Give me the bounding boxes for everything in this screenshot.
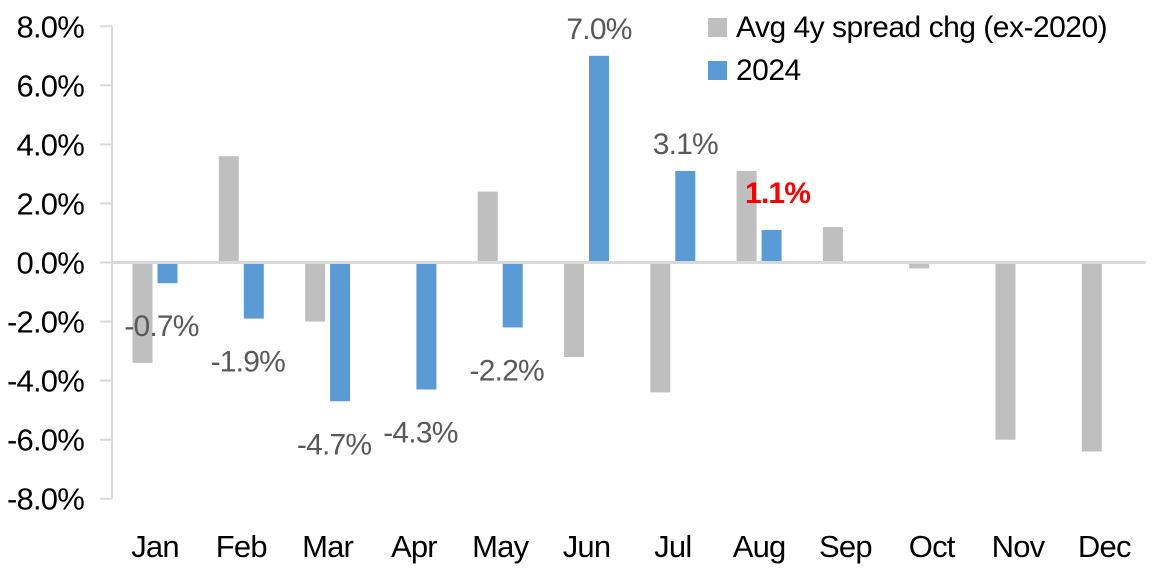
y-axis-label: -2.0% [7, 305, 84, 340]
bar-avg-dec [1081, 262, 1102, 452]
y-axis-label: 2.0% [17, 186, 85, 221]
x-axis-label-may: May [472, 529, 529, 564]
bar-2024-feb [243, 262, 264, 319]
x-axis-label-sep: Sep [819, 529, 872, 564]
bar-2024-aug [761, 230, 782, 263]
x-axis-label-aug: Aug [733, 529, 786, 564]
bar-avg-sep [822, 227, 843, 263]
x-axis-label-feb: Feb [216, 529, 267, 564]
data-label-may: -2.2% [470, 354, 544, 387]
data-label-mar: -4.7% [297, 428, 371, 461]
bar-2024-jul [675, 170, 696, 263]
legend-label-avg-spread: Avg 4y spread chg (ex-2020) [736, 10, 1108, 44]
legend: Avg 4y spread chg (ex-2020) 2024 [708, 8, 1108, 90]
bar-avg-aug [736, 170, 757, 263]
x-axis-label-apr: Apr [391, 529, 437, 564]
legend-swatch-gray [708, 18, 727, 37]
data-label-jun: 7.0% [566, 13, 631, 46]
bar-avg-mar [305, 262, 326, 322]
bar-avg-may [477, 191, 498, 263]
x-axis-label-jan: Jan [131, 529, 179, 564]
x-axis-label-oct: Oct [909, 529, 956, 564]
y-axis-label: -4.0% [7, 364, 84, 399]
data-label-jul: 3.1% [653, 128, 718, 161]
x-axis-label-nov: Nov [992, 529, 1046, 564]
bar-avg-jul [650, 262, 671, 393]
bar-2024-jan [157, 262, 178, 284]
legend-item-2024: 2024 [708, 51, 1107, 90]
data-label-aug: 1.1% [745, 177, 810, 210]
legend-swatch-blue [708, 61, 727, 80]
x-axis-label-mar: Mar [302, 529, 353, 564]
bar-avg-jan [132, 262, 153, 363]
data-label-jan: -0.7% [124, 310, 198, 343]
y-axis-label: 0.0% [17, 246, 85, 281]
y-axis-label: -6.0% [7, 423, 84, 458]
y-axis-label: -8.0% [7, 482, 84, 517]
x-axis-label-jul: Jul [654, 529, 691, 564]
legend-label-2024: 2024 [736, 53, 801, 87]
bar-avg-nov [995, 262, 1016, 440]
legend-item-avg-spread: Avg 4y spread chg (ex-2020) [708, 8, 1108, 47]
x-axis-label-jun: Jun [563, 529, 611, 564]
bar-2024-apr [416, 262, 437, 390]
y-axis-label: 6.0% [17, 68, 85, 103]
y-axis-label: 4.0% [17, 127, 85, 162]
data-label-feb: -1.9% [211, 346, 285, 379]
bar-2024-jun [589, 55, 609, 263]
x-axis-label-dec: Dec [1078, 529, 1131, 564]
data-label-apr: -4.3% [383, 416, 457, 449]
bar-avg-jun [564, 262, 584, 357]
bar-2024-may [502, 262, 523, 328]
bar-2024-mar [330, 262, 351, 402]
y-axis-label: 8.0% [17, 9, 85, 44]
bar-avg-oct [909, 262, 930, 269]
bar-avg-feb [218, 156, 239, 263]
